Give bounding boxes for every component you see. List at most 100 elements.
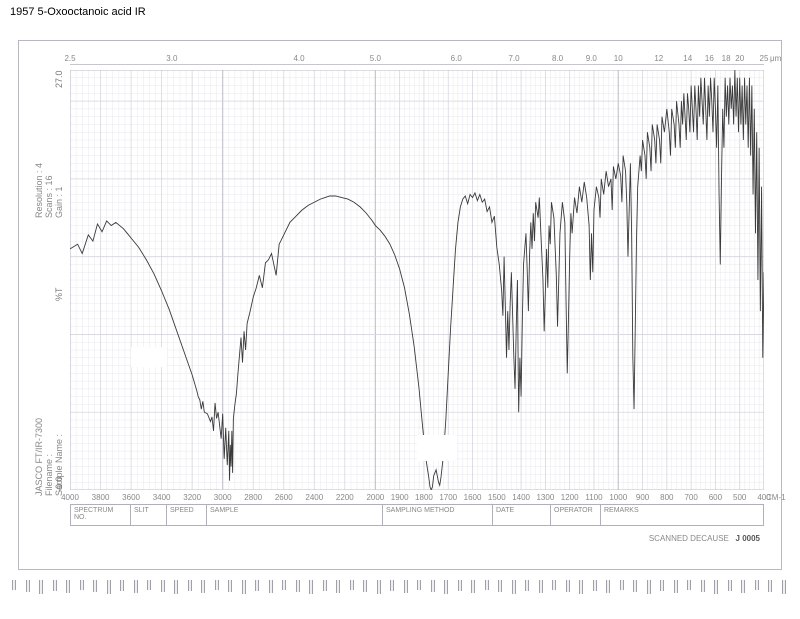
info-cell: DATE bbox=[493, 505, 551, 525]
white-patch bbox=[417, 435, 457, 461]
info-cell: SAMPLING METHOD bbox=[383, 505, 493, 525]
perforation-tick bbox=[728, 580, 732, 591]
perforation-tick bbox=[768, 580, 772, 592]
annot-instrument: JASCO FT/IR-7300 bbox=[34, 482, 44, 496]
perforation-tick bbox=[255, 580, 259, 591]
perforation-tick bbox=[282, 580, 286, 590]
perforation-tick bbox=[552, 580, 556, 590]
perforation-tick bbox=[26, 580, 30, 592]
perforation-tick bbox=[687, 580, 691, 590]
perforation-tick bbox=[201, 580, 205, 593]
x-tick-label: 700 bbox=[684, 493, 697, 502]
top-tick-label: 12 bbox=[654, 54, 663, 63]
perforation-tick bbox=[755, 580, 759, 590]
perforation-tick bbox=[39, 580, 43, 594]
x-tick-label: 3600 bbox=[122, 493, 140, 502]
x-tick-label: 1200 bbox=[561, 493, 579, 502]
perforation-tick bbox=[647, 580, 651, 594]
x-tick-label: 2800 bbox=[244, 493, 262, 502]
top-tick-label: 14 bbox=[683, 54, 692, 63]
perforation-tick bbox=[741, 580, 745, 593]
perforation-tick bbox=[539, 580, 543, 593]
scanner-label: SCANNED DECAUSE J 0005 bbox=[649, 534, 760, 543]
y-tick-label: 27.0 bbox=[54, 71, 64, 89]
annot-resolution: Resolution : 4 bbox=[34, 204, 44, 218]
perforation-tick bbox=[188, 580, 192, 591]
perforation-tick bbox=[431, 580, 435, 592]
info-strip: SPECTRUM NO.SLITSPEEDSAMPLESAMPLING METH… bbox=[70, 504, 764, 526]
x-tick-label: 3200 bbox=[183, 493, 201, 502]
perforation-tick bbox=[471, 580, 475, 593]
perforation-tick bbox=[633, 580, 637, 592]
x-tick-label: 800 bbox=[660, 493, 673, 502]
perforation-tick bbox=[215, 580, 219, 590]
perforation-tick bbox=[714, 580, 718, 594]
perforation-tick bbox=[363, 580, 367, 592]
info-cell: REMARKS bbox=[601, 505, 763, 525]
x-tick-label: 1800 bbox=[415, 493, 433, 502]
x-tick-label: 1300 bbox=[536, 493, 554, 502]
perforation-tick bbox=[417, 580, 421, 590]
perforation-tick bbox=[593, 580, 597, 591]
perforation-tick bbox=[228, 580, 232, 592]
top-tick-label: 16 bbox=[705, 54, 714, 63]
perforation-tick bbox=[93, 580, 97, 592]
perforation-tick bbox=[660, 580, 664, 591]
perforation-tick bbox=[701, 580, 705, 592]
top-axis-unit: μm bbox=[770, 54, 781, 63]
y-tick-label: -0.0 bbox=[54, 476, 64, 492]
info-cell: SLIT bbox=[131, 505, 167, 525]
info-cell: SAMPLE bbox=[207, 505, 383, 525]
perforation-tick bbox=[350, 580, 354, 590]
top-tick-label: 4.0 bbox=[293, 54, 304, 63]
plot-area bbox=[70, 70, 764, 490]
x-tick-label: 3000 bbox=[214, 493, 232, 502]
x-tick-label: 2200 bbox=[336, 493, 354, 502]
x-tick-label: 2000 bbox=[366, 493, 384, 502]
perforation-tick bbox=[444, 580, 448, 594]
top-tick-label: 6.0 bbox=[451, 54, 462, 63]
perforation-tick bbox=[620, 580, 624, 590]
top-tick-label: 8.0 bbox=[552, 54, 563, 63]
x-tick-label: 500 bbox=[733, 493, 746, 502]
x-tick-label: 1900 bbox=[391, 493, 409, 502]
white-patch bbox=[131, 347, 167, 367]
top-scale-line bbox=[70, 64, 764, 65]
perforation-tick bbox=[242, 580, 246, 594]
perforation-tick bbox=[309, 580, 313, 594]
annot-scans: Scans : 16 bbox=[44, 204, 54, 218]
perforation-tick bbox=[134, 580, 138, 593]
perforation-tick bbox=[606, 580, 610, 593]
x-tick-label: 1500 bbox=[488, 493, 506, 502]
x-tick-label: 1100 bbox=[585, 493, 602, 502]
perforation-tick bbox=[485, 580, 489, 590]
info-cell: OPERATOR bbox=[551, 505, 601, 525]
x-tick-label: 1000 bbox=[609, 493, 627, 502]
perforation-tick bbox=[53, 580, 57, 591]
top-tick-label: 3.0 bbox=[166, 54, 177, 63]
perforation-tick bbox=[377, 580, 381, 594]
annot-gain: Gain : 1 bbox=[54, 204, 64, 218]
perforation-tick bbox=[579, 580, 583, 594]
x-tick-label: 900 bbox=[636, 493, 649, 502]
x-tick-label: 3400 bbox=[153, 493, 171, 502]
perforation-tick bbox=[336, 580, 340, 593]
x-tick-label: 1400 bbox=[512, 493, 530, 502]
info-cell: SPEED bbox=[167, 505, 207, 525]
paper-perforation bbox=[0, 580, 800, 610]
perforation-tick bbox=[66, 580, 70, 593]
y-axis-label: %T bbox=[54, 288, 64, 302]
perforation-tick bbox=[458, 580, 462, 591]
x-tick-label: 2400 bbox=[305, 493, 323, 502]
perforation-tick bbox=[512, 580, 516, 594]
top-tick-label: 5.0 bbox=[370, 54, 381, 63]
perforation-tick bbox=[674, 580, 678, 593]
perforation-tick bbox=[161, 580, 165, 592]
x-tick-label: 600 bbox=[709, 493, 722, 502]
top-tick-label: 2.5 bbox=[64, 54, 75, 63]
perforation-tick bbox=[566, 580, 570, 592]
perforation-tick bbox=[404, 580, 408, 593]
perforation-tick bbox=[525, 580, 529, 591]
top-tick-label: 10 bbox=[614, 54, 623, 63]
page-title: 1957 5-Oxooctanoic acid IR bbox=[10, 6, 146, 18]
